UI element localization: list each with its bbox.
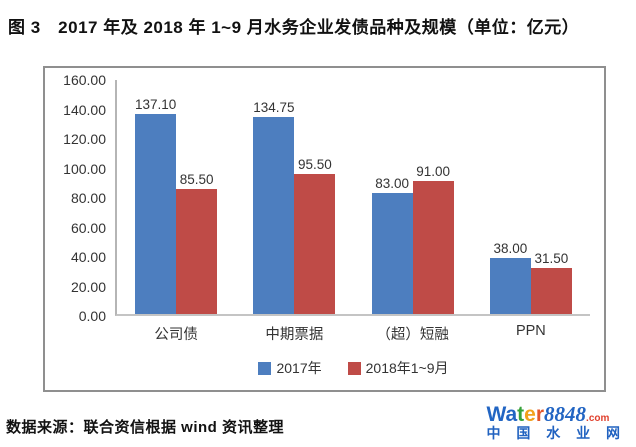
legend-item: 2017年 xyxy=(258,358,322,378)
bar-2018年1~9月 xyxy=(530,267,572,314)
logo-wordmark: Water8848.com xyxy=(486,403,626,426)
logo-segment: 8848 xyxy=(544,402,587,427)
bar-2018年1~9月 xyxy=(294,174,336,314)
bar-2017年 xyxy=(489,258,531,314)
bar-2018年1~9月 xyxy=(412,180,454,314)
bar-2017年 xyxy=(371,192,413,314)
logo-segment: Wa xyxy=(486,403,518,427)
legend: 2017年 2018年1~9月 xyxy=(117,358,590,378)
bar-wrap: 85.50 xyxy=(176,80,218,314)
plot-row: 160.00 140.00 120.00 100.00 80.00 60.00 40.00 2… xyxy=(53,72,590,324)
logo-segment: .com xyxy=(586,413,610,425)
y-tick-label: 80.00 xyxy=(70,190,106,206)
logo-segment: e xyxy=(524,403,536,427)
data-source-text: 数据来源：联合资信根据 wind 资讯整理 xyxy=(6,419,284,436)
legend-label: 2018年1~9月 xyxy=(365,360,449,376)
bar-wrap: 31.50 xyxy=(530,80,572,314)
y-tick-label: 20.00 xyxy=(70,278,106,295)
x-tick-label: PPN xyxy=(515,323,546,339)
x-tick-label: 公司债 xyxy=(154,327,198,343)
y-tick-label: 40.00 xyxy=(70,249,106,265)
bar-wrap: 137.10 xyxy=(135,80,176,314)
y-tick-label: 120.00 xyxy=(63,131,106,147)
y-tick-label: 160.00 xyxy=(63,72,106,88)
y-axis: 160.00 140.00 120.00 100.00 80.00 60.00 40.00 2… xyxy=(53,72,115,324)
y-tick-label: 60.00 xyxy=(70,219,106,236)
y-tick-label: 100.00 xyxy=(63,160,106,177)
logo-segment: r xyxy=(535,403,545,427)
legend-label: 2017年 xyxy=(276,360,322,376)
bar-2017年 xyxy=(135,113,177,314)
bar-wrap: 83.00 xyxy=(371,80,413,314)
chart-title: 图 3 2017 年及 2018 年 1~9 月水务企业发债品种及规模（单位：亿… xyxy=(8,18,580,37)
bar-value-label: 137.10 xyxy=(134,96,177,112)
bar-group: 38.00 31.50 xyxy=(472,80,590,314)
logo-segment: t xyxy=(517,403,525,427)
bar-group: 137.10 85.50 xyxy=(117,80,235,314)
chart-frame: 160.00 140.00 120.00 100.00 80.00 60.00 40.00 2… xyxy=(43,66,606,392)
legend-item: 2018年1~9月 xyxy=(347,358,449,378)
legend-swatch-icon xyxy=(347,361,361,375)
x-tick-label: 中期票据 xyxy=(265,327,324,343)
bar-wrap: 95.50 xyxy=(294,80,336,314)
bar-value-label: 38.00 xyxy=(493,241,528,257)
bar-value-label: 95.50 xyxy=(297,157,332,173)
y-tick-label: 140.00 xyxy=(63,101,106,118)
bar-value-label: 31.50 xyxy=(534,250,569,266)
bar-value-label: 85.50 xyxy=(179,171,214,187)
x-tick-label: （超）短融 xyxy=(376,327,449,343)
legend-swatch-icon xyxy=(258,361,272,375)
logo-tagline: 中 国 水 业 网 xyxy=(486,425,626,442)
bar-value-label: 91.00 xyxy=(416,163,451,179)
bar-value-label: 83.00 xyxy=(375,175,410,191)
bar-value-label: 134.75 xyxy=(253,99,295,115)
bar-wrap: 134.75 xyxy=(253,80,295,314)
bar-group: 134.75 95.50 xyxy=(235,80,353,314)
bar-2017年 xyxy=(253,116,295,314)
bar-2018年1~9月 xyxy=(176,188,218,314)
bar-wrap: 38.00 xyxy=(489,80,531,314)
x-axis-labels: 公司债 中期票据 （超）短融 PPN xyxy=(117,316,590,344)
y-tick-label: 0.00 xyxy=(78,308,106,324)
footer: 数据来源：联合资信根据 wind 资讯整理 Water8848.com 中 国 … xyxy=(0,403,636,441)
bar-group: 83.00 91.00 xyxy=(354,80,472,314)
site-logo: Water8848.com 中 国 水 业 网 xyxy=(486,403,626,441)
plot-area: 137.10 85.50 134.75 95.50 83.00 91.00 38.00 31.… xyxy=(115,80,590,316)
bar-wrap: 91.00 xyxy=(412,80,454,314)
